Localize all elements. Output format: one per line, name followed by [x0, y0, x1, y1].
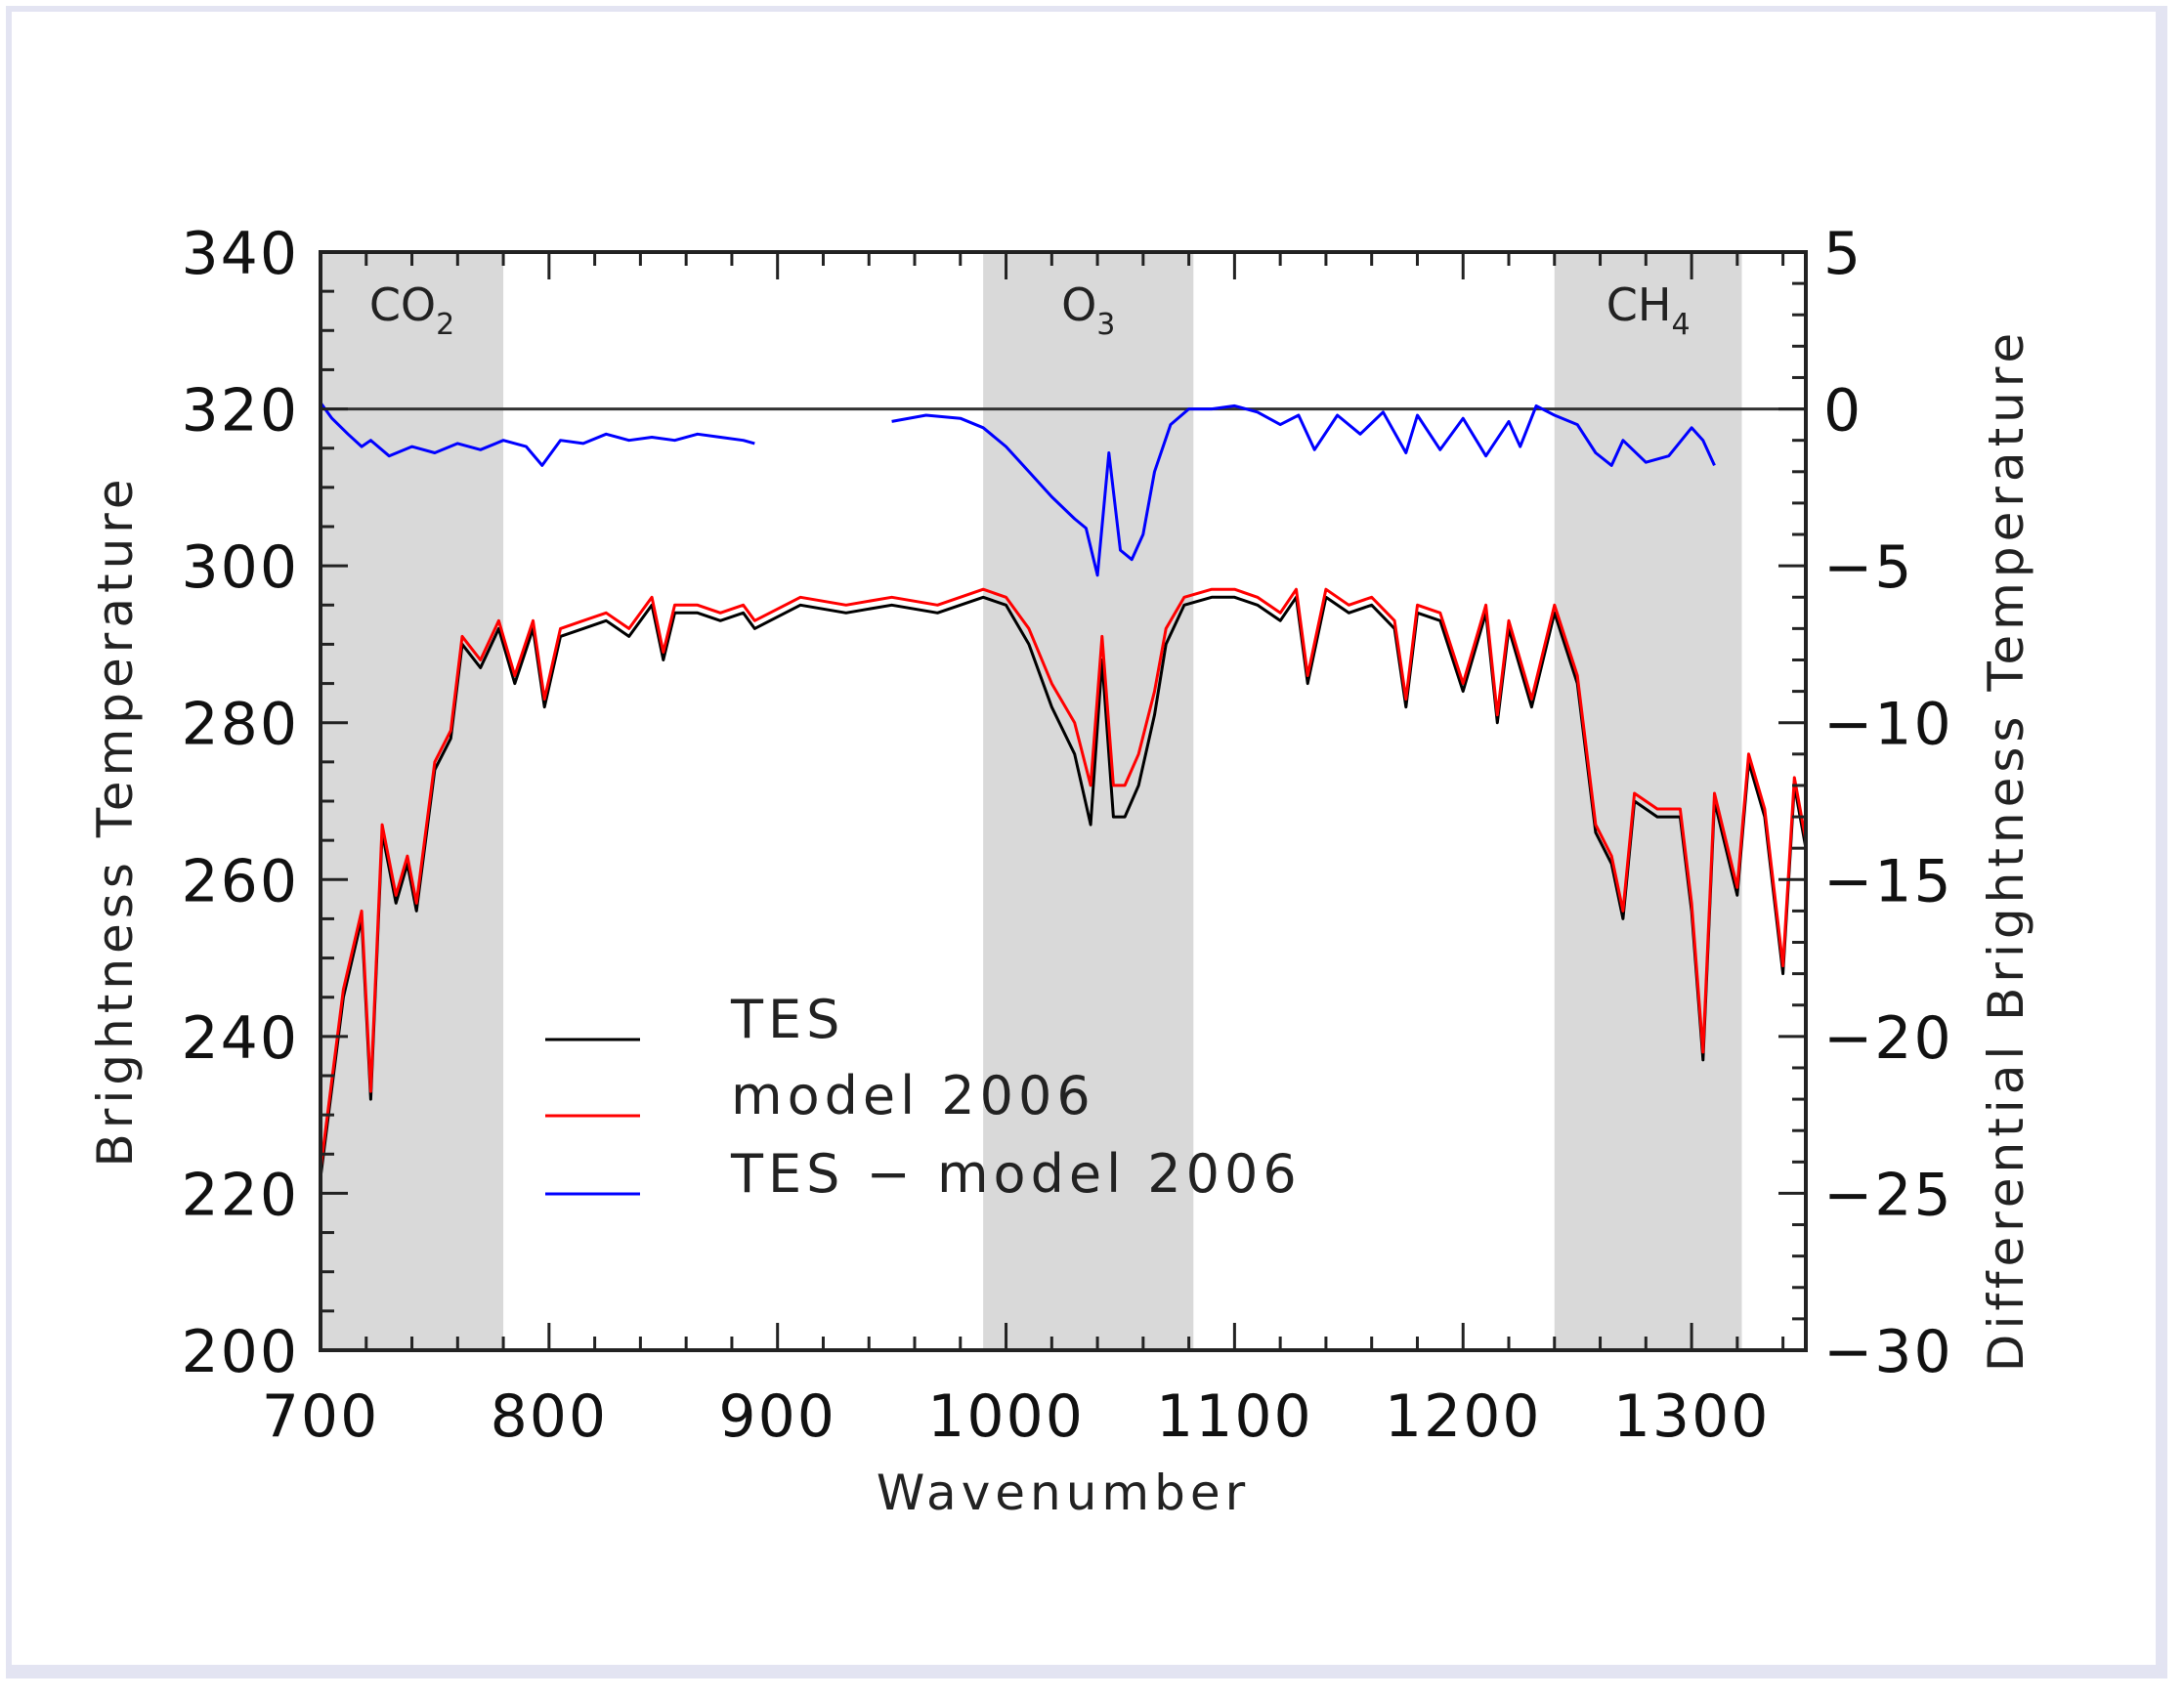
axis-ticks [319, 250, 1806, 1352]
series-line-0 [319, 595, 1808, 1178]
x-tick-label: 1100 [1156, 1382, 1313, 1451]
absorption-bands: CO2 O3 CH4 [321, 252, 1742, 1350]
y2-tick-label: −25 [1823, 1161, 1953, 1229]
y-axis-title: Brightness Temperature [87, 475, 144, 1168]
x-tick-label: 1000 [927, 1382, 1085, 1451]
y2-tick-label: −10 [1823, 691, 1953, 759]
y-tick-label: 220 [181, 1161, 299, 1229]
y-tick-label: 300 [181, 533, 299, 602]
y2-tick-label: −15 [1823, 847, 1953, 915]
x-tick-label: 700 [262, 1382, 380, 1451]
y-tick-label: 260 [181, 847, 299, 915]
y-tick-label: 240 [181, 1004, 299, 1073]
data-series [319, 402, 1808, 1178]
y-tick-label: 340 [181, 220, 299, 288]
legend: TES model 2006 TES − model 2006 [545, 989, 1302, 1205]
y2-tick-label: 0 [1823, 377, 1863, 446]
y2-tick-label: −5 [1823, 533, 1913, 602]
x-tick-label: 1200 [1385, 1382, 1542, 1451]
y-tick-label: 280 [181, 691, 299, 759]
x-tick-label: 800 [491, 1382, 609, 1451]
series-line-2 [319, 402, 1716, 577]
y2-tick-label: 5 [1823, 220, 1863, 288]
band-1 [983, 252, 1194, 1350]
series-line-1 [319, 587, 1808, 1170]
y2-tick-label: −30 [1823, 1318, 1953, 1386]
axis-tick-labels: 700 800 900 1000 1100 1200 1300 200 220 240 260 280… [181, 220, 1953, 1451]
x-tick-label: 1300 [1613, 1382, 1771, 1451]
y-tick-label: 200 [181, 1318, 299, 1386]
y2-axis-title: Differential Brightness Temperature [1978, 328, 2034, 1372]
legend-label-2: TES − model 2006 [730, 1143, 1302, 1205]
y-tick-label: 320 [181, 377, 299, 446]
legend-label-1: model 2006 [731, 1065, 1095, 1126]
band-0 [321, 252, 504, 1350]
x-tick-label: 900 [718, 1382, 836, 1451]
x-axis-title: Wavenumber [877, 1465, 1250, 1521]
y2-tick-label: −20 [1823, 1004, 1953, 1073]
legend-label-0: TES [730, 989, 844, 1050]
